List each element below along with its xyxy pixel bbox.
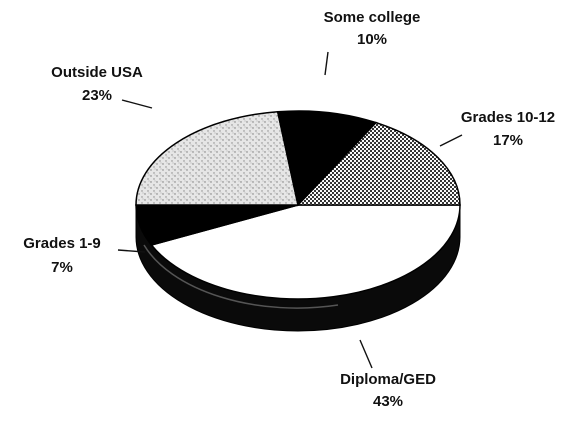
- slice-label: Outside USA: [51, 64, 143, 81]
- slice-label: Some college: [324, 9, 421, 26]
- slice-label: Grades 1-9: [23, 235, 101, 252]
- slice-label: Grades 10-12: [461, 109, 555, 126]
- pie-slice: [150, 204, 461, 300]
- leader-line: [121, 99, 153, 109]
- pie: [135, 110, 461, 332]
- leader-line: [439, 134, 463, 147]
- leader-line: [117, 249, 146, 253]
- slice-value-label: 7%: [51, 259, 73, 276]
- slice-value-label: 23%: [82, 87, 112, 104]
- pie-slice: [135, 110, 299, 206]
- slice-value-label: 43%: [373, 393, 403, 410]
- pie-side-highlight: [143, 244, 339, 309]
- leader-line: [359, 339, 373, 369]
- slice-value-label: 17%: [493, 132, 523, 149]
- slice-label: Diploma/GED: [340, 371, 436, 388]
- pie-slice: [296, 121, 461, 206]
- slice-value-label: 10%: [357, 31, 387, 48]
- leader-line: [324, 51, 329, 76]
- pie-slice: [276, 110, 378, 207]
